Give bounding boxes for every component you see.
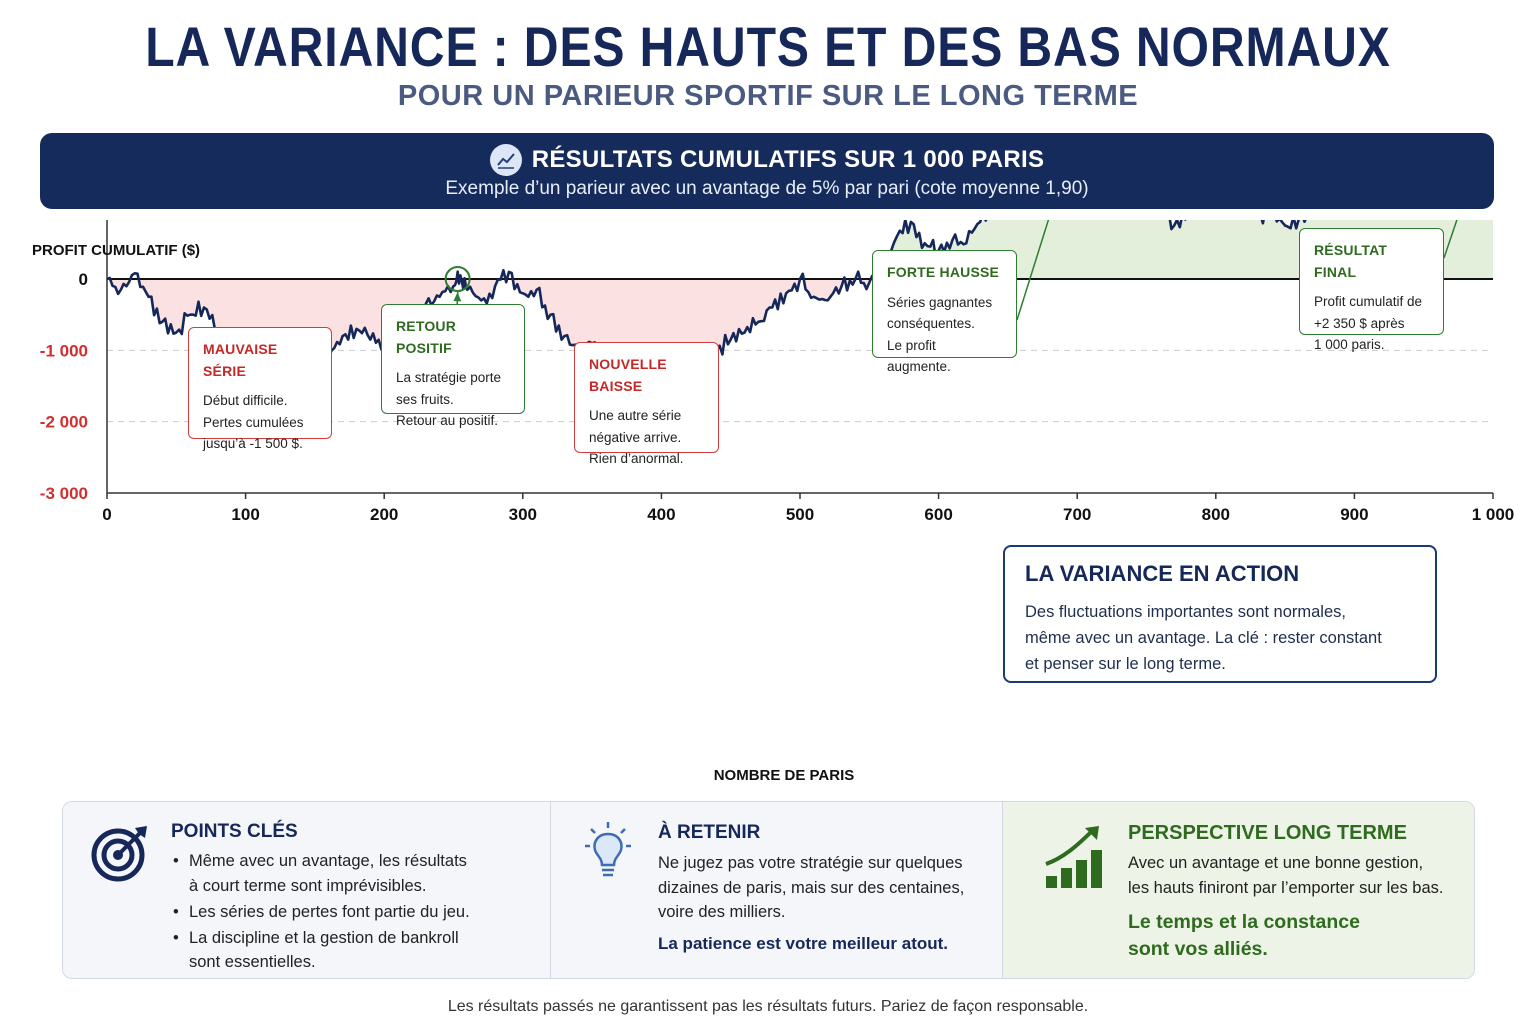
annotation-title: RETOUR POSITIF: [396, 318, 457, 356]
variance-line: même avec un avantage. La clé : rester c…: [1025, 629, 1382, 647]
annotation-line: conséquentes.: [887, 316, 975, 331]
disclaimer: Les résultats passés ne garantissent pas…: [447, 998, 1089, 1015]
annotation-baisse: NOUVELLE BAISSE Une autre série négative…: [574, 342, 719, 466]
banner-title: RÉSULTATS CUMULATIFS SUR 1 000 PARIS: [531, 146, 1045, 173]
panel-line: Avec un avantage et une bonne gestion,: [1128, 854, 1424, 872]
x-tick-label: 600: [924, 505, 952, 524]
annotation-retour: RETOUR POSITIF La stratégie porte ses fr…: [381, 304, 525, 428]
panel-line: Ne jugez pas votre stratégie sur quelque…: [658, 854, 963, 872]
y-tick-label: 0: [79, 270, 88, 289]
panel-perspective: PERSPECTIVE LONG TERME Avec un avantage …: [1003, 802, 1474, 978]
growth-chart-icon: [1043, 824, 1103, 895]
annotation-final: RÉSULTAT FINAL Profit cumulatif de +2 35…: [1299, 228, 1444, 352]
panel-emphasis: Le temps et la constance: [1128, 911, 1360, 933]
panel-title: À RETENIR: [658, 822, 761, 843]
panel-title: PERSPECTIVE LONG TERME: [1128, 822, 1407, 844]
annotation-hausse: FORTE HAUSSE Séries gagnantes conséquent…: [872, 250, 1017, 374]
annotation-line: 1 000 paris.: [1314, 337, 1385, 352]
x-tick-label: 700: [1063, 505, 1091, 524]
fill-mask: [107, 220, 877, 278]
y-axis-label: PROFIT CUMULATIF ($): [32, 242, 200, 259]
panel-a-retenir: À RETENIR Ne jugez pas votre stratégie s…: [551, 802, 1003, 978]
annotation-line: Pertes cumulées: [203, 414, 304, 430]
panel-points-cles: POINTS CLÉS Même avec un avantage, les r…: [63, 802, 551, 978]
chart-banner: RÉSULTATS CUMULATIFS SUR 1 000 PARIS Exe…: [40, 133, 1494, 209]
variance-title: LA VARIANCE EN ACTION: [1025, 561, 1300, 586]
page-title: LA VARIANCE : DES HAUTS ET DES BAS NORMA…: [145, 15, 1391, 78]
list-item: La discipline et la gestion de bankrolls…: [171, 926, 541, 975]
marker-retour: [444, 266, 471, 292]
annotation-line: Profit cumulatif de: [1314, 294, 1423, 309]
variance-callout: LA VARIANCE EN ACTION Des fluctuations i…: [1003, 545, 1437, 683]
chart-line-icon: [489, 144, 522, 176]
arrow-hausse: [1016, 220, 1050, 321]
annotation-line: La stratégie porte: [396, 370, 502, 385]
annotation-title: MAUVAISE SÉRIE: [203, 341, 278, 379]
x-tick-label: 400: [647, 505, 675, 524]
x-tick-label: 500: [786, 505, 814, 524]
annotation-line: négative arrive.: [589, 429, 682, 445]
annotation-title: RÉSULTAT FINAL: [1314, 242, 1388, 280]
annotation-line: Une autre série: [589, 408, 682, 423]
panel-emphasis: sont vos alliés.: [1128, 938, 1268, 960]
x-axis-label: NOMBRE DE PARIS: [714, 767, 855, 784]
annotation-line: Séries gagnantes: [887, 294, 993, 310]
target-icon: [91, 822, 151, 887]
panel-line: voire des milliers.: [658, 903, 786, 921]
variance-line: et penser sur le long terme.: [1025, 655, 1226, 673]
lightbulb-icon: [583, 820, 633, 889]
annotation-line: Début difficile.: [203, 393, 288, 408]
arrowhead-retour: [453, 292, 462, 302]
x-tick-label: 300: [509, 505, 537, 524]
x-tick-label: 800: [1202, 505, 1230, 524]
annotation-line: Le profit augmente.: [887, 337, 951, 375]
annotation-line: jusqu’à -1 500 $.: [203, 436, 303, 451]
x-tick-label: 0: [102, 505, 111, 524]
panel-title: POINTS CLÉS: [171, 821, 298, 842]
panel-line: les hauts finiront par l’emporter sur le…: [1128, 878, 1444, 897]
x-tick-label: 200: [370, 505, 398, 524]
page-subtitle: POUR UN PARIEUR SPORTIF SUR LE LONG TERM…: [397, 80, 1139, 112]
x-tick-label: 900: [1340, 505, 1368, 524]
list-item: Les séries de pertes font partie du jeu.: [171, 900, 541, 925]
x-tick-label: 1 000: [1472, 505, 1515, 524]
banner-subtitle: Exemple d’un parieur avec un avantage de…: [445, 178, 1089, 199]
arrow-final: [1443, 220, 1458, 259]
key-takeaways: POINTS CLÉS Même avec un avantage, les r…: [62, 801, 1475, 979]
annotation-mauvaise: MAUVAISE SÉRIE Début difficile. Pertes c…: [188, 327, 332, 451]
annotation-line: Retour au positif.: [396, 413, 499, 428]
annotation-title: NOUVELLE BAISSE: [589, 356, 667, 394]
annotation-line: ses fruits.: [396, 391, 454, 407]
annotation-title: FORTE HAUSSE: [887, 264, 1000, 280]
variance-line: Des fluctuations importantes sont normal…: [1025, 603, 1346, 621]
y-tick-label: -2 000: [40, 413, 88, 432]
panel-line: dizaines de paris, mais sur des centaine…: [658, 878, 965, 897]
positive-area: [107, 220, 1493, 279]
y-tick-label: -3 000: [40, 484, 88, 503]
x-tick-label: 100: [231, 505, 259, 524]
y-tick-label: -1 000: [40, 341, 88, 360]
annotation-line: Rien d’anormal.: [589, 451, 684, 466]
profit-line: [106, 220, 1307, 395]
annotation-line: +2 350 $ après: [1314, 315, 1405, 331]
panel-emphasis: La patience est votre meilleur atout.: [658, 933, 949, 953]
